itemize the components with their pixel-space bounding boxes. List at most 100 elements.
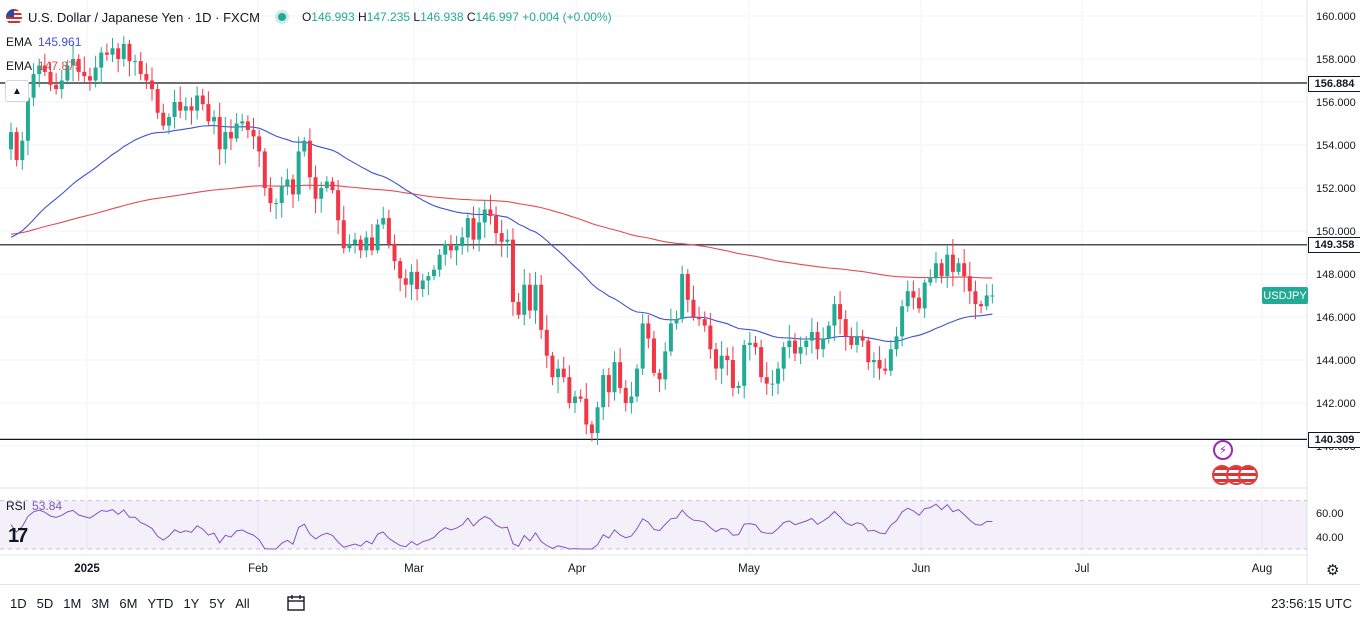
us-event-flag-icon[interactable] xyxy=(1238,465,1258,485)
candle-body xyxy=(375,224,380,251)
range-button-all[interactable]: All xyxy=(235,596,250,611)
candle-body xyxy=(516,301,521,315)
range-button-1y[interactable]: 1Y xyxy=(183,596,200,611)
candle-body xyxy=(14,132,19,161)
candle-body xyxy=(432,269,436,277)
candle-body xyxy=(640,323,645,369)
candle-body xyxy=(189,106,194,111)
candle-body xyxy=(888,349,893,371)
candle-body xyxy=(623,387,628,403)
candle-body xyxy=(527,284,532,311)
candle-body xyxy=(832,304,837,326)
candle-body xyxy=(268,188,273,204)
candle-body xyxy=(956,263,961,272)
range-button-3m[interactable]: 3M xyxy=(91,596,110,611)
candle-body xyxy=(505,239,510,242)
candle-body xyxy=(984,295,989,307)
candle-body xyxy=(336,190,341,221)
rsi-scale-label: 40.00 xyxy=(1316,532,1344,544)
price-scale-label: 150.000 xyxy=(1316,226,1356,238)
candle-body xyxy=(510,239,515,302)
candle-body xyxy=(324,181,329,188)
candle-body xyxy=(967,276,972,292)
candle-body xyxy=(31,74,36,98)
range-buttons: 1D 5D 1M 3M 6M YTD 1Y 5Y All xyxy=(6,595,254,612)
candle-body xyxy=(82,71,87,77)
candle-body xyxy=(409,271,414,285)
symbol-price-tag: USDJPY xyxy=(1262,287,1308,304)
chart-canvas[interactable]: 160.000 158.000 156.000 154.000 152.000 150.0… xyxy=(0,0,1360,584)
ema-fast-legend[interactable]: EMA 145.961 xyxy=(6,35,82,49)
candle-body xyxy=(465,218,470,238)
candle-body xyxy=(48,71,53,85)
level-tag-140309: 140.309 xyxy=(1308,432,1360,448)
range-button-5y[interactable]: 5Y xyxy=(209,596,226,611)
rsi-legend[interactable]: RSI 53.84 xyxy=(6,499,63,513)
candle-body xyxy=(714,349,718,369)
candle-body xyxy=(195,95,200,111)
candle-body xyxy=(454,246,459,251)
candle-body xyxy=(443,243,448,255)
range-button-1m[interactable]: 1M xyxy=(63,596,82,611)
price-scale-label: 154.000 xyxy=(1316,140,1356,152)
candle-body xyxy=(917,297,922,309)
candle-body xyxy=(787,340,792,348)
candle-body xyxy=(730,360,735,388)
candle-body xyxy=(341,220,346,249)
candle-body xyxy=(702,319,707,326)
candle-body xyxy=(663,351,668,380)
candle-body xyxy=(313,177,318,199)
tradingview-logo-icon[interactable]: 17 xyxy=(8,525,28,547)
candle-body xyxy=(25,97,30,141)
range-button-6m[interactable]: 6M xyxy=(119,596,138,611)
candle-body xyxy=(685,274,690,300)
range-button-1d[interactable]: 1D xyxy=(10,596,27,611)
candle-body xyxy=(651,338,656,373)
ema-slow-line xyxy=(10,184,993,279)
candle-body xyxy=(133,61,138,63)
candle-body xyxy=(900,306,905,337)
candle-body xyxy=(183,106,188,111)
candle-body xyxy=(866,340,871,363)
collapse-legend-button[interactable]: ▲ xyxy=(5,80,29,102)
time-axis-label: Apr xyxy=(568,563,586,575)
candle-body xyxy=(65,65,70,81)
candle-body xyxy=(533,284,538,311)
candle-body xyxy=(347,243,352,249)
candle-body xyxy=(302,140,307,152)
candle-body xyxy=(770,383,775,385)
candle-body xyxy=(809,332,814,341)
candle-body xyxy=(127,43,132,62)
price-scale-label: 152.000 xyxy=(1316,183,1356,195)
symbol-header[interactable]: U.S. Dollar / Japanese Yen · 1D · FXCM O… xyxy=(6,9,612,25)
candle-body xyxy=(477,222,482,240)
candle-body xyxy=(618,362,623,388)
settings-gear-icon[interactable]: ⚙ xyxy=(1326,562,1340,579)
calendar-range-icon[interactable] xyxy=(286,594,306,612)
candle-body xyxy=(369,237,374,251)
ohlc-readout: O146.993 H147.235 L146.938 C146.997 +0.0… xyxy=(301,10,612,24)
candle-body xyxy=(905,291,910,307)
range-button-5d[interactable]: 5D xyxy=(36,596,54,611)
candle-body xyxy=(358,239,363,251)
candle-body xyxy=(234,123,239,139)
candle-body xyxy=(364,237,369,251)
candle-body xyxy=(240,121,245,124)
candle-body xyxy=(573,396,577,403)
candle-body xyxy=(962,263,967,277)
time-axis-label: Mar xyxy=(404,563,424,575)
candle-body xyxy=(307,140,312,178)
candle-body xyxy=(680,274,685,320)
candle-body xyxy=(482,209,487,223)
bottom-toolbar: 1D 5D 1M 3M 6M YTD 1Y 5Y All 23:56:15 UTC xyxy=(0,584,1360,626)
candle-body xyxy=(471,218,476,240)
utc-clock[interactable]: 23:56:15 UTC xyxy=(1271,596,1352,611)
candle-body xyxy=(494,215,499,234)
ema-slow-legend[interactable]: EMA 147.875 xyxy=(6,59,82,73)
candle-body xyxy=(855,336,859,345)
level-tag-156884: 156.884 xyxy=(1308,76,1360,92)
candle-body xyxy=(725,355,730,360)
range-button-ytd[interactable]: YTD xyxy=(147,596,174,611)
event-lightning-icon[interactable]: ⚡ xyxy=(1213,440,1233,460)
